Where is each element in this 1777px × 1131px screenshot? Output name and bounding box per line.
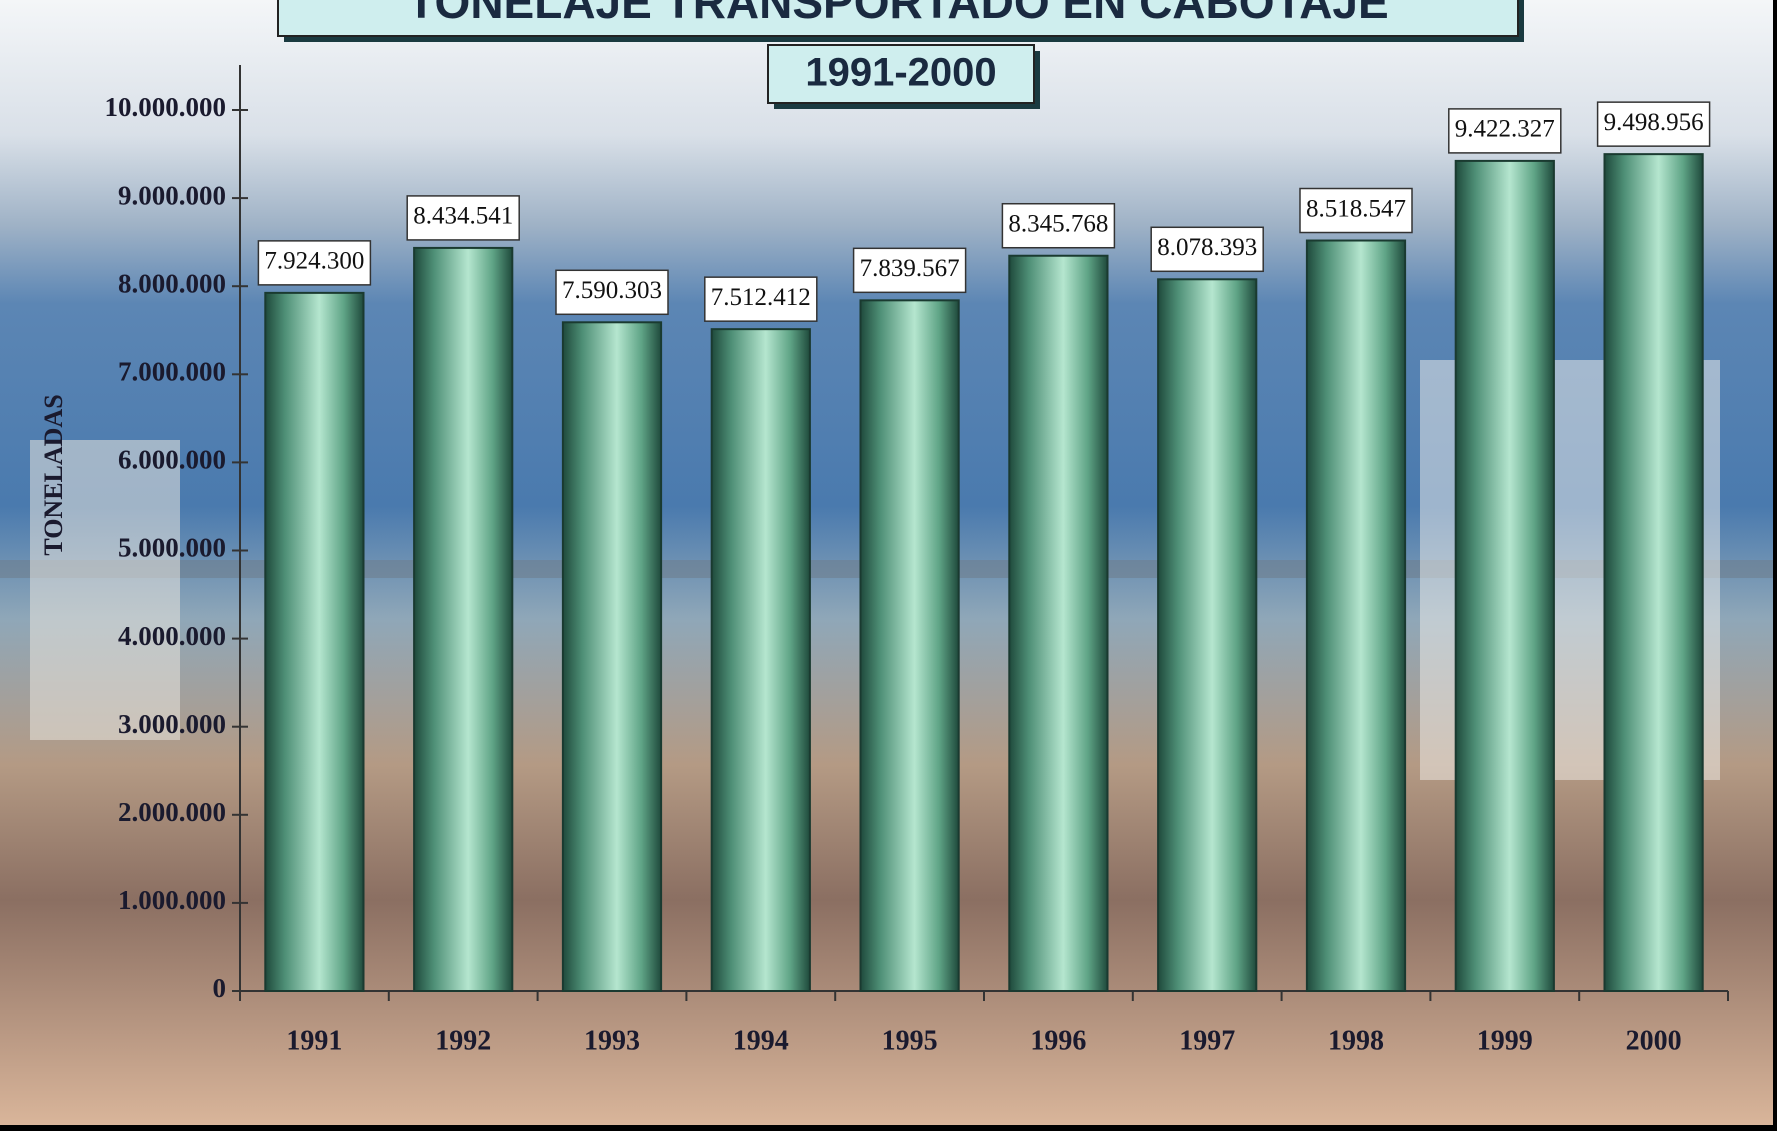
bar: [1603, 153, 1704, 993]
bar: [710, 328, 811, 992]
bar: [1454, 159, 1555, 992]
value-label: 8.518.547: [1306, 195, 1406, 222]
bar: [561, 321, 663, 992]
title-box: [277, 0, 1519, 37]
y-tick-label: 6.000.000: [118, 445, 226, 475]
value-label: 9.498.956: [1604, 109, 1704, 136]
value-label-box: [1448, 108, 1562, 154]
chart-title: TONELAJE TRANSPORTADO EN CABOTAJE: [407, 0, 1388, 28]
bar: [413, 246, 514, 992]
x-tick-label: 1992: [435, 1025, 491, 1056]
y-tick-label: 8.000.000: [118, 268, 226, 298]
value-label-box: [852, 247, 967, 294]
frame-bottom: [0, 1125, 1777, 1131]
value-label-box: [555, 269, 669, 316]
x-tick-label: 1991: [286, 1025, 342, 1056]
value-label: 7.590.303: [562, 277, 662, 304]
y-tick-label: 1.000.000: [118, 885, 226, 915]
y-axis-label: TONELADAS: [39, 394, 68, 555]
x-tick-label: 1996: [1030, 1025, 1086, 1056]
y-tick-label: 5.000.000: [118, 533, 226, 563]
value-label-box: [1596, 101, 1711, 147]
value-label-box: [406, 195, 520, 241]
value-label: 9.422.327: [1455, 116, 1555, 143]
bar: [264, 291, 365, 993]
bar: [1305, 239, 1407, 993]
value-label-box: [1299, 187, 1413, 234]
y-tick-label: 2.000.000: [118, 797, 226, 827]
bar: [1157, 278, 1258, 992]
y-tick-label: 9.000.000: [118, 180, 226, 210]
x-tick-label: 1999: [1477, 1025, 1533, 1056]
x-tick-label: 1997: [1179, 1025, 1235, 1056]
y-tick-label: 10.000.000: [105, 92, 227, 122]
value-label-box: [257, 240, 372, 286]
subtitle-box: [767, 44, 1035, 104]
bar: [859, 299, 960, 992]
y-tick-label: 7.000.000: [118, 357, 226, 387]
value-label: 8.434.541: [413, 203, 513, 230]
value-label: 7.839.567: [860, 255, 960, 282]
x-tick-label: 1994: [733, 1025, 789, 1056]
chart-subtitle: 1991-2000: [805, 51, 996, 95]
y-tick-label: 3.000.000: [118, 709, 226, 739]
value-label: 8.078.393: [1157, 234, 1257, 261]
y-tick-label: 4.000.000: [118, 621, 226, 651]
value-label: 7.512.412: [711, 284, 811, 311]
value-label-box: [1150, 226, 1264, 273]
x-tick-label: 2000: [1626, 1025, 1682, 1056]
value-label-box: [1001, 202, 1116, 249]
x-tick-label: 1998: [1328, 1025, 1384, 1056]
y-tick-label: 0: [213, 973, 227, 1003]
value-label: 8.345.768: [1008, 210, 1108, 237]
ship-shape: [30, 440, 180, 740]
frame-right: [1773, 0, 1777, 1131]
x-tick-label: 1993: [584, 1025, 640, 1056]
value-label-box: [704, 276, 818, 322]
bar: [1008, 254, 1109, 992]
value-label: 7.924.300: [264, 248, 364, 275]
x-tick-label: 1995: [882, 1025, 938, 1056]
